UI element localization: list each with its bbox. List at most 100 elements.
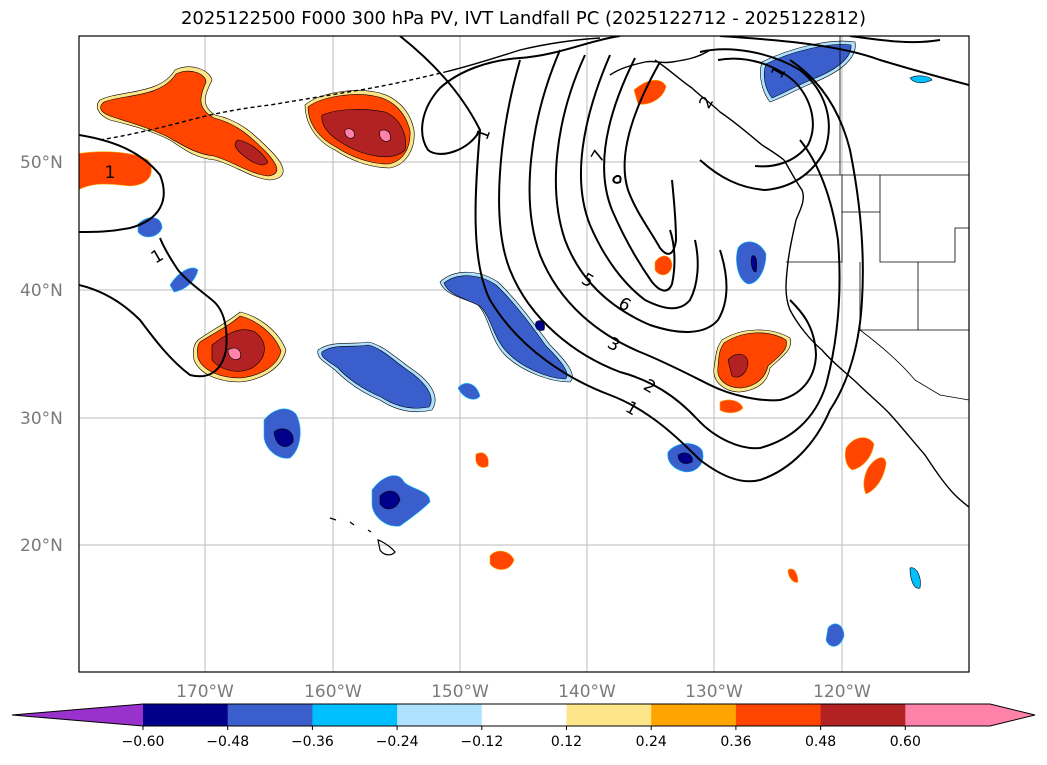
border-states-3 xyxy=(786,212,843,263)
coast-hawaii-islands xyxy=(329,517,396,556)
pv-anomaly-small-6 xyxy=(844,437,875,471)
pv-anomaly-small-7 xyxy=(863,457,887,495)
map-content: 1 1 1 1 2 3 5 6 7 1 2 xyxy=(79,36,969,672)
coast-california xyxy=(789,309,889,413)
pv-anomaly-aleutian-core xyxy=(100,70,278,177)
political-borders xyxy=(786,36,969,401)
coastlines xyxy=(99,37,969,556)
pv-anomaly-california-max xyxy=(727,353,749,378)
colorbar: −0.60 −0.48 −0.36 −0.24 −0.12 0.12 0.24 0.36 0.4… xyxy=(11,703,1036,750)
pv-anomaly-small-8 xyxy=(787,568,799,583)
colorbar-segment xyxy=(312,704,398,726)
pv-anomaly-small-3 xyxy=(719,399,744,414)
pv-anomaly-subtropical-west-peak xyxy=(227,347,241,360)
pv-anomaly-central-low-dark xyxy=(535,320,545,331)
coast-baja xyxy=(887,411,969,509)
colorbar-tick-label: −0.48 xyxy=(206,734,249,750)
coast-aleutian-chain xyxy=(99,71,446,141)
colorbar-segment xyxy=(820,704,906,726)
colorbar-segment xyxy=(143,704,229,726)
map-frame xyxy=(78,35,970,673)
contour-1-outer xyxy=(399,36,621,155)
lat-label: 30°N xyxy=(20,409,63,429)
lat-label: 20°N xyxy=(20,536,63,556)
colorbar-tick-label: −0.60 xyxy=(122,734,165,750)
contour-label: 1 xyxy=(105,163,116,183)
longitude-labels: 170°W 160°W 150°W 140°W 130°W 120°W xyxy=(176,682,871,702)
contour-west-2 xyxy=(79,134,165,233)
lon-label: 170°W xyxy=(176,682,234,702)
pv-anomaly-subtropical-east-dark xyxy=(677,452,693,464)
coast-bc xyxy=(783,159,805,221)
colorbar-segment xyxy=(566,704,652,726)
border-mexico xyxy=(914,379,969,401)
pv-anomaly-central-north-peak1 xyxy=(344,128,355,139)
pv-anomaly-hawaii-west-dark xyxy=(273,428,294,447)
contour-7 xyxy=(623,61,678,255)
contour-west-1 xyxy=(79,237,228,378)
colorbar-extend-high xyxy=(990,704,1035,726)
colorbar-tick-label: −0.36 xyxy=(291,734,334,750)
border-states-2 xyxy=(879,212,969,263)
lon-label: 130°W xyxy=(685,682,743,702)
coast-alaska-west xyxy=(444,37,601,73)
latitude-labels: 50°N 40°N 30°N 20°N xyxy=(20,153,63,556)
colorbar-segment xyxy=(397,704,483,726)
colorbar-segment xyxy=(481,704,567,726)
pv-positive-anomalies xyxy=(79,66,887,583)
contour-6 xyxy=(603,57,676,292)
contour-outer-east-2 xyxy=(849,36,941,44)
lon-label: 160°W xyxy=(304,682,362,702)
colorbar-tick-label: −0.12 xyxy=(460,734,503,750)
colorbar-tick-label: −0.24 xyxy=(376,734,419,750)
border-states-4 xyxy=(859,262,919,331)
lon-label: 120°W xyxy=(813,682,871,702)
pv-anomaly-small-5 xyxy=(489,550,515,570)
colorbar-tick-label: 0.48 xyxy=(805,734,836,750)
pv-negative-anomalies xyxy=(137,40,933,647)
pv-anomaly-small-4 xyxy=(475,452,489,468)
pv-anomaly-hawaii-east-dark xyxy=(379,490,401,510)
colorbar-segment xyxy=(651,704,737,726)
pv-anomaly-aleutian-max xyxy=(234,139,269,166)
lat-label: 50°N xyxy=(20,153,63,173)
colorbar-tick-label: 0.24 xyxy=(636,734,667,750)
contour-1-east xyxy=(474,59,864,483)
contour-outer-east xyxy=(719,36,969,86)
colorbar-tick-label: 0.36 xyxy=(720,734,751,750)
pv-anomaly-small-east xyxy=(457,383,481,400)
coast-alaska-peninsula xyxy=(609,49,711,76)
pv-anomaly-canada-small xyxy=(909,75,933,84)
lat-label: 40°N xyxy=(20,281,63,301)
contour-4 xyxy=(554,54,728,333)
pv-anomaly-hawaii-east xyxy=(371,475,431,527)
colorbar-tick-label: 0.12 xyxy=(551,734,582,750)
ivt-contours xyxy=(79,36,969,483)
pv-anomaly-mexico-2 xyxy=(909,567,921,589)
colorbar-segment xyxy=(227,704,313,726)
colorbar-tick-label: 0.60 xyxy=(890,734,921,750)
pv-anomaly-mexico-1 xyxy=(825,623,845,647)
pv-anomaly-central-north-max xyxy=(321,109,406,158)
contour-5 xyxy=(579,54,699,310)
colorbar-segment xyxy=(905,704,991,726)
contour-small-loop xyxy=(612,174,622,184)
coast-alaska-south xyxy=(654,59,785,161)
contour-2 xyxy=(498,59,841,450)
pv-anomaly-oregon-dark xyxy=(750,255,758,273)
lon-label: 150°W xyxy=(431,682,489,702)
contour-inner-gulf xyxy=(699,48,830,192)
pv-anomaly-west-edge xyxy=(79,151,152,190)
lon-label: 140°W xyxy=(558,682,616,702)
pv-anomaly-small-1 xyxy=(654,255,673,276)
colorbar-extend-low xyxy=(12,704,143,726)
pv-anomaly-west-small-2 xyxy=(169,267,199,293)
pv-anomaly-central-north-peak2 xyxy=(379,129,391,142)
map-title: 2025122500 F000 300 hPa PV, IVT Landfall… xyxy=(180,8,867,29)
colorbar-segment xyxy=(735,704,822,726)
contour-inner-gulf-2 xyxy=(717,57,814,168)
pv-anomaly-hawaii-north-core xyxy=(321,344,432,409)
contour-3 xyxy=(528,49,818,402)
border-states-6 xyxy=(859,329,916,381)
